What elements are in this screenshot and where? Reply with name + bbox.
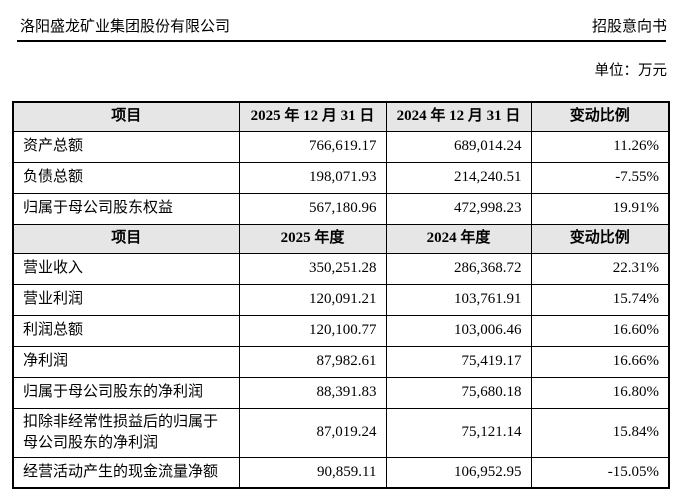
col-header-item: 项目 (12, 223, 240, 254)
value-2025: 567,180.96 (238, 192, 387, 225)
change-ratio: 15.74% (530, 283, 670, 316)
col-header-item: 项目 (12, 101, 240, 132)
change-ratio: 11.26% (530, 130, 670, 163)
document-header: 洛阳盛龙矿业集团股份有限公司 招股意向书 (0, 0, 681, 36)
change-ratio: 16.60% (530, 314, 670, 347)
value-2024: 103,006.46 (385, 314, 532, 347)
company-name: 洛阳盛龙矿业集团股份有限公司 (20, 19, 231, 35)
col-header-change-ratio: 变动比例 (530, 101, 670, 132)
change-ratio: -15.05% (530, 456, 670, 489)
value-2024: 103,761.91 (385, 283, 532, 316)
change-ratio: 16.66% (530, 345, 670, 378)
row-label: 营业利润 (12, 283, 240, 316)
value-2025: 87,019.24 (238, 407, 387, 458)
value-2024: 75,121.14 (385, 407, 532, 458)
row-label: 负债总额 (12, 161, 240, 194)
table-row-total-assets: 资产总额 766,619.17 689,014.24 11.26% (12, 130, 670, 163)
value-2025: 90,859.11 (238, 456, 387, 489)
document-type-label: 招股意向书 (591, 19, 667, 35)
col-header-date-2025: 2025 年 12 月 31 日 (238, 101, 387, 132)
row-label: 归属于母公司股东权益 (12, 192, 240, 225)
table-row-parent-net-profit-excl-nonrecurring: 扣除非经常性损益后的归属于母公司股东的净利润 87,019.24 75,121.… (12, 407, 670, 458)
table-row-parent-equity: 归属于母公司股东权益 567,180.96 472,998.23 19.91% (12, 192, 670, 225)
row-label: 资产总额 (12, 130, 240, 163)
change-ratio: 15.84% (530, 407, 670, 458)
value-2024: 689,014.24 (385, 130, 532, 163)
table-row-operating-cash-flow: 经营活动产生的现金流量净额 90,859.11 106,952.95 -15.0… (12, 456, 670, 489)
col-header-date-2024: 2024 年 12 月 31 日 (385, 101, 532, 132)
value-2025: 88,391.83 (238, 376, 387, 409)
value-2025: 120,091.21 (238, 283, 387, 316)
table-row-operating-revenue: 营业收入 350,251.28 286,368.72 22.31% (12, 252, 670, 285)
table-header-row-income: 项目 2025 年度 2024 年度 变动比例 (12, 223, 670, 254)
change-ratio: 16.80% (530, 376, 670, 409)
value-2024: 75,419.17 (385, 345, 532, 378)
table-row-total-profit: 利润总额 120,100.77 103,006.46 16.60% (12, 314, 670, 347)
row-label: 利润总额 (12, 314, 240, 347)
value-2024: 214,240.51 (385, 161, 532, 194)
row-label: 归属于母公司股东的净利润 (12, 376, 240, 409)
value-2024: 106,952.95 (385, 456, 532, 489)
value-2025: 120,100.77 (238, 314, 387, 347)
table-row-operating-profit: 营业利润 120,091.21 103,761.91 15.74% (12, 283, 670, 316)
row-label: 扣除非经常性损益后的归属于母公司股东的净利润 (12, 407, 240, 458)
value-2024: 286,368.72 (385, 252, 532, 285)
row-label: 净利润 (12, 345, 240, 378)
change-ratio: 22.31% (530, 252, 670, 285)
table-row-total-liabilities: 负债总额 198,071.93 214,240.51 -7.55% (12, 161, 670, 194)
row-label: 营业收入 (12, 252, 240, 285)
value-2024: 472,998.23 (385, 192, 532, 225)
unit-label: 单位：万元 (594, 63, 668, 79)
table-row-parent-net-profit: 归属于母公司股东的净利润 88,391.83 75,680.18 16.80% (12, 376, 670, 409)
value-2025: 198,071.93 (238, 161, 387, 194)
change-ratio: 19.91% (530, 192, 670, 225)
financial-summary-table: 项目 2025 年 12 月 31 日 2024 年 12 月 31 日 变动比… (12, 101, 670, 489)
col-header-change-ratio: 变动比例 (530, 223, 670, 254)
header-rule (17, 40, 666, 42)
change-ratio: -7.55% (530, 161, 670, 194)
col-header-year-2025: 2025 年度 (238, 223, 387, 254)
value-2024: 75,680.18 (385, 376, 532, 409)
table-header-row-balance: 项目 2025 年 12 月 31 日 2024 年 12 月 31 日 变动比… (12, 101, 670, 132)
row-label: 经营活动产生的现金流量净额 (12, 456, 240, 489)
value-2025: 87,982.61 (238, 345, 387, 378)
table-row-net-profit: 净利润 87,982.61 75,419.17 16.66% (12, 345, 670, 378)
value-2025: 766,619.17 (238, 130, 387, 163)
col-header-year-2024: 2024 年度 (385, 223, 532, 254)
value-2025: 350,251.28 (238, 252, 387, 285)
